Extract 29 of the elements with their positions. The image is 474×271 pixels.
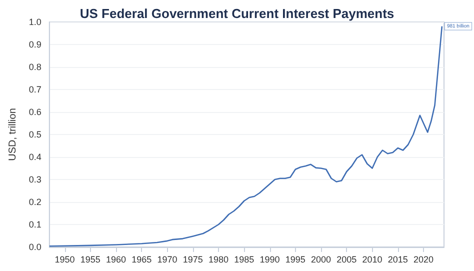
y-tick-label: 0.9 (28, 40, 42, 50)
y-tick-label: 0.0 (28, 242, 42, 252)
y-tick-label: 0.6 (28, 107, 42, 117)
y-axis-title: USD, trillion (8, 108, 18, 161)
y-tick-label: 0.4 (28, 152, 42, 162)
y-tick-label: 0.7 (28, 84, 42, 94)
y-tick-label: 0.5 (28, 130, 42, 140)
x-tick-label: 1980 (208, 254, 229, 264)
x-tick-label: 1985 (234, 254, 254, 264)
x-tick-label: 1960 (106, 254, 126, 264)
chart-title: US Federal Government Current Interest Payments (80, 6, 394, 21)
x-tick-label: 1995 (285, 254, 306, 264)
x-tick-label: 1965 (132, 254, 152, 264)
x-tick-label: 2015 (388, 254, 408, 264)
y-tick-label: 0.2 (28, 197, 42, 207)
x-tick-label: 1955 (80, 254, 100, 264)
x-tick-label: 2005 (336, 254, 357, 264)
x-tick-label: 2000 (310, 254, 332, 264)
x-tick-label: 1990 (260, 254, 280, 264)
x-tick-label: 1950 (54, 254, 75, 264)
x-tick-label: 1970 (157, 254, 178, 264)
y-tick-label: 0.8 (28, 62, 42, 72)
line-series (48, 26, 443, 247)
x-tick-label: 2020 (413, 254, 434, 264)
y-tick-label: 0.1 (28, 220, 42, 230)
y-tick-label: 1.0 (28, 17, 42, 27)
x-tick-label: 2010 (362, 254, 382, 264)
y-tick-label: 0.3 (28, 174, 42, 184)
x-tick-label: 1975 (182, 254, 203, 264)
